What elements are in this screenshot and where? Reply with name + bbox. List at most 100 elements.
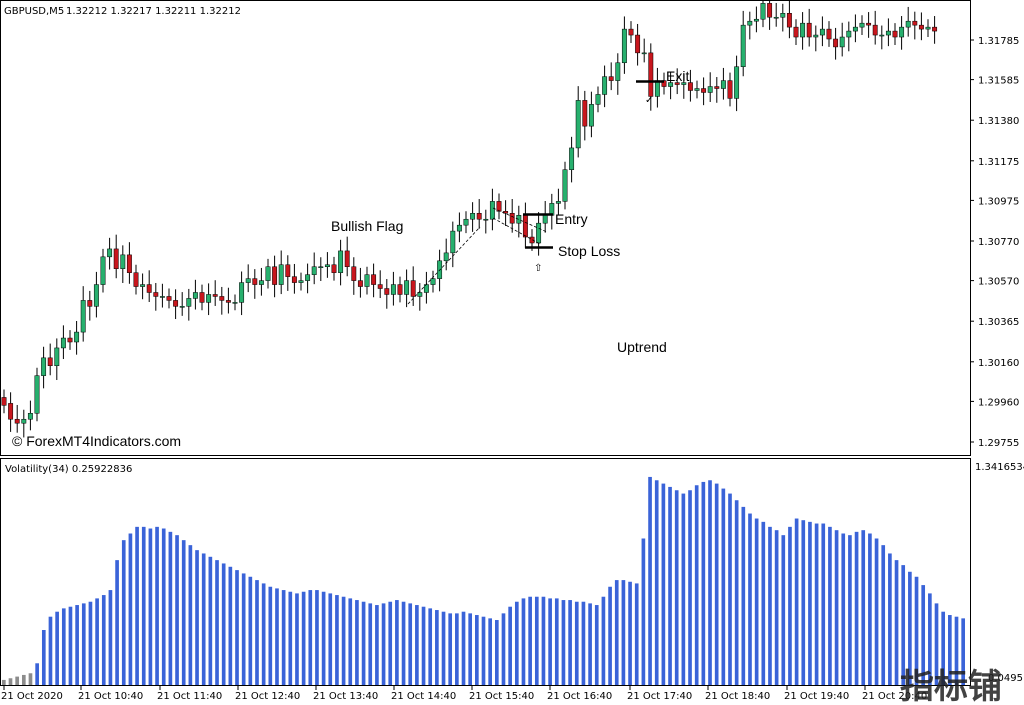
- candle-body: [489, 201, 495, 220]
- volatility-bar: [475, 615, 479, 685]
- candlestick-series: [1, 0, 938, 438]
- candle-body: [93, 284, 99, 307]
- candle-body: [212, 294, 218, 297]
- volatility-bar: [388, 601, 393, 685]
- candle-body: [839, 36, 845, 48]
- candle-body: [410, 280, 416, 297]
- volatility-bar: [468, 613, 473, 685]
- volatility-bar: [61, 608, 66, 685]
- candle-body: [351, 266, 357, 281]
- candle-body: [727, 80, 733, 99]
- candle-body: [833, 38, 839, 48]
- candle-body: [806, 22, 812, 38]
- candle-body: [819, 28, 825, 36]
- candle-body: [918, 24, 924, 30]
- volatility-bar: [674, 490, 679, 685]
- candle-body: [417, 292, 423, 297]
- candle-body: [371, 274, 377, 285]
- volatility-bar: [101, 595, 106, 685]
- volatility-bar: [794, 518, 799, 685]
- candle-body: [628, 28, 634, 36]
- volatility-bar: [301, 591, 306, 685]
- candle-body: [291, 276, 297, 283]
- volatility-bar: [668, 486, 672, 685]
- volatility-bar: [281, 590, 286, 685]
- candle-body: [760, 3, 766, 20]
- candle-body: [773, 16, 779, 19]
- volatility-bar: [28, 673, 33, 685]
- volatility-bar: [868, 533, 872, 685]
- candle-body: [311, 266, 317, 275]
- candle-body: [846, 30, 852, 38]
- volatility-bar: [641, 538, 646, 685]
- candle-body: [54, 347, 60, 367]
- volatility-bar: [481, 616, 486, 685]
- volatility-bar: [368, 603, 373, 685]
- volatility-bar: [321, 591, 326, 685]
- volatility-bar: [501, 613, 506, 685]
- volatility-bar: [315, 590, 319, 685]
- candle-body: [344, 250, 350, 267]
- time-tick-label: 21 Oct 12:40: [235, 691, 300, 702]
- ohlc-readout: 1.32212 1.32217 1.32211 1.32212: [66, 6, 241, 17]
- volatility-histogram: [2, 476, 966, 685]
- candle-body: [569, 147, 575, 170]
- candle-body: [872, 24, 878, 36]
- volatility-bar: [201, 553, 206, 685]
- volatility-bar: [135, 526, 139, 685]
- volatility-bar: [768, 526, 772, 685]
- stop-loss-label: Stop Loss: [558, 243, 620, 259]
- volatility-bar: [648, 476, 652, 685]
- volatility-bar: [908, 571, 912, 685]
- volatility-bar: [228, 566, 233, 685]
- candle-body: [364, 274, 370, 287]
- volatility-bar: [8, 678, 13, 685]
- volatility-bar: [708, 480, 712, 685]
- volatility-bar: [88, 601, 93, 685]
- volatility-bar: [348, 598, 353, 685]
- candle-body: [463, 218, 469, 226]
- volatility-bar: [208, 556, 213, 685]
- candle-body: [278, 264, 284, 285]
- volatility-bar: [161, 528, 166, 685]
- candle-body: [298, 280, 304, 283]
- volatility-bar: [341, 596, 346, 685]
- volatility-bar: [861, 530, 866, 685]
- candle-body: [681, 82, 687, 85]
- candle-body: [377, 284, 383, 289]
- candle-body: [305, 274, 311, 281]
- volatility-bar: [828, 526, 832, 685]
- volatility-bar: [748, 513, 752, 685]
- candle-body: [522, 215, 528, 238]
- volatility-bar: [115, 560, 119, 685]
- volatility-bar: [754, 518, 759, 685]
- volatility-bar: [68, 606, 73, 685]
- time-tick-label: 21 Oct 17:40: [627, 691, 692, 702]
- uptrend-label: Uptrend: [617, 339, 667, 355]
- price-axis[interactable]: 1.31785 1.31585 1.31380 1.31175 1.30975 1.307…: [970, 36, 1019, 449]
- volatility-bar: [255, 580, 259, 685]
- volatility-bar: [308, 590, 313, 685]
- volatility-bar: [774, 530, 779, 685]
- candle-body: [80, 300, 86, 333]
- candle-body: [146, 284, 152, 293]
- volatility-bar: [614, 580, 619, 685]
- volatility-bar: [361, 601, 366, 685]
- candle-body: [60, 337, 66, 349]
- candle-body: [318, 266, 324, 268]
- candle-body: [687, 82, 693, 91]
- candle-body: [879, 34, 885, 37]
- price-tick-label: 1.30160: [978, 358, 1019, 369]
- candle-body: [450, 230, 456, 254]
- volatility-bar: [355, 600, 359, 685]
- candle-body: [740, 24, 746, 67]
- volatility-bar: [934, 603, 939, 685]
- price-tick-label: 1.31380: [978, 116, 1019, 127]
- time-axis[interactable]: 21 Oct 2020 21 Oct 10:40 21 Oct 11:40 21 Oc…: [1, 686, 927, 702]
- volatility-bar: [461, 611, 466, 685]
- candle-body: [456, 224, 462, 232]
- candle-body: [140, 284, 146, 287]
- candle-body: [925, 26, 931, 30]
- volatility-bar: [268, 586, 273, 685]
